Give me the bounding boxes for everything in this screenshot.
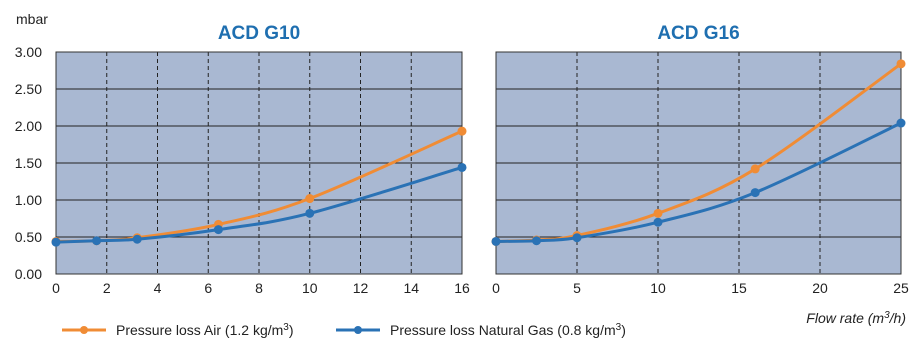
x-tick-label-g16-1: 5	[573, 280, 581, 296]
y-tick-label-0: 0.00	[15, 266, 42, 282]
x-tick-label-g10-0: 0	[52, 280, 60, 296]
point-gas-g10-1	[92, 236, 102, 246]
x-axis-label-sup: 3	[884, 310, 890, 321]
x-tick-label-g10-3: 6	[204, 280, 212, 296]
y-tick-label-5: 2.50	[15, 81, 42, 97]
x-tick-label-g10-8: 16	[454, 280, 470, 296]
point-gas-g10-4	[305, 208, 315, 218]
legend-gas-main: Pressure loss Natural Gas (0.8 kg/m	[390, 322, 616, 338]
point-gas-g16-5	[896, 118, 906, 128]
x-axis-label: Flow rate (m3/h)	[806, 310, 906, 326]
chart-panel-g10: 0 2 4 6 8 10 12 14 16 0.00 0.50 1.00 1.50 2.00 2.50 3.0…	[15, 23, 470, 296]
point-gas-g10-5	[457, 162, 467, 172]
x-axis-label-tail: /h)	[889, 310, 906, 326]
legend-gas-sup: 3	[616, 322, 622, 333]
x-tick-label-g16-5: 25	[893, 280, 909, 296]
point-gas-g16-1	[532, 236, 541, 246]
legend: Pressure loss Air (1.2 kg/m3) Pressure l…	[62, 322, 626, 338]
legend-gas-tail: )	[621, 322, 626, 338]
point-air-g10-4	[305, 194, 315, 204]
y-tick-label-1: 0.50	[15, 229, 42, 245]
x-axis-label-main: Flow rate (m	[806, 310, 884, 326]
x-tick-label-g16-2: 10	[650, 280, 666, 296]
point-gas-g16-2	[572, 233, 582, 243]
legend-air-tail: )	[289, 322, 294, 338]
chart-title-g16: ACD G16	[657, 23, 739, 44]
x-tick-label-g10-2: 4	[154, 280, 162, 296]
legend-gas-label: Pressure loss Natural Gas (0.8 kg/m3)	[390, 322, 626, 338]
legend-air-sup: 3	[283, 322, 289, 333]
point-air-g16-3	[653, 208, 663, 218]
point-air-g16-5	[896, 59, 906, 69]
y-tick-label-6: 3.00	[15, 44, 42, 60]
point-gas-g10-3	[213, 225, 223, 235]
x-tick-label-g10-4: 8	[255, 280, 263, 296]
point-gas-g16-3	[653, 217, 663, 227]
legend-air-marker	[80, 326, 88, 334]
x-tick-label-g16-0: 0	[492, 280, 500, 296]
y-tick-label-2: 1.00	[15, 192, 42, 208]
legend-air-main: Pressure loss Air (1.2 kg/m	[116, 322, 283, 338]
y-unit-label: mbar	[16, 11, 48, 27]
x-tick-label-g10-7: 14	[403, 280, 419, 296]
point-gas-g16-4	[750, 188, 760, 198]
point-air-g16-4	[750, 164, 760, 174]
x-tick-label-g10-1: 2	[103, 280, 111, 296]
x-tick-label-g16-4: 20	[812, 280, 828, 296]
plot-frame-g16	[495, 51, 902, 275]
point-gas-g10-2	[132, 234, 142, 244]
x-tick-label-g16-3: 15	[731, 280, 747, 296]
point-gas-g10-0	[51, 237, 61, 247]
x-tick-label-g10-6: 12	[353, 280, 369, 296]
chart-panel-g16: 0 5 10 15 20 25 ACD G16	[491, 23, 909, 296]
x-tick-label-g10-5: 10	[302, 280, 318, 296]
point-gas-g16-0	[491, 236, 501, 246]
legend-air-label: Pressure loss Air (1.2 kg/m3)	[116, 322, 294, 338]
chart-title-g10: ACD G10	[218, 23, 300, 44]
y-tick-label-3: 1.50	[15, 155, 42, 171]
y-tick-label-4: 2.00	[15, 118, 42, 134]
point-air-g10-5	[457, 126, 467, 136]
legend-gas-marker	[354, 326, 362, 334]
